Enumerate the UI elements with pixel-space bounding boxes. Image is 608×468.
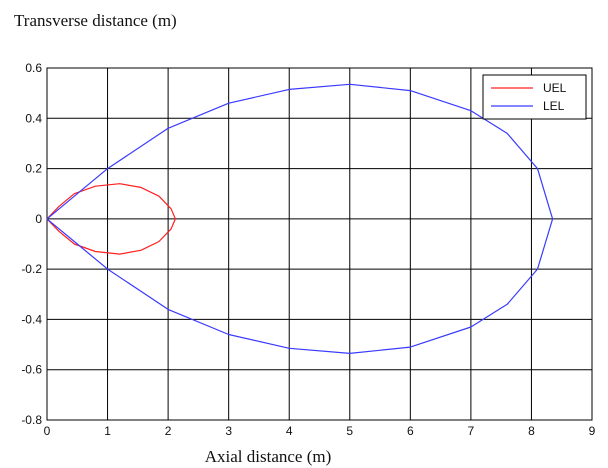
x-tick-label: 4 — [286, 424, 293, 438]
x-tick-label: 9 — [589, 424, 596, 438]
y-tick-label: 0.4 — [25, 111, 42, 125]
x-tick-label: 3 — [225, 424, 232, 438]
legend-box — [482, 74, 587, 120]
y-tick-label: -0.8 — [21, 413, 42, 427]
x-axis-ticks: 0 1 2 3 4 5 6 7 8 9 — [44, 424, 596, 438]
x-tick-label: 5 — [346, 424, 353, 438]
series-line-uel — [46, 183, 176, 255]
y-axis-label: Transverse distance (m) — [14, 11, 177, 30]
legend: UEL LEL — [482, 74, 587, 120]
x-tick-label: 0 — [44, 424, 51, 438]
y-tick-label: 0.2 — [25, 162, 42, 176]
y-tick-label: -0.2 — [21, 262, 42, 276]
y-tick-label: -0.4 — [21, 312, 42, 326]
y-axis-ticks: 0.6 0.4 0.2 0 -0.2 -0.4 -0.6 -0.8 — [21, 61, 42, 427]
legend-label: UEL — [543, 81, 567, 95]
y-tick-label: 0 — [35, 212, 42, 226]
plot-frame — [46, 67, 593, 421]
series-group — [46, 83, 554, 354]
x-tick-label: 8 — [528, 424, 535, 438]
series-line-lel — [46, 83, 554, 354]
x-tick-label: 6 — [407, 424, 414, 438]
legend-label: LEL — [543, 99, 565, 113]
x-tick-label: 7 — [468, 424, 475, 438]
grid — [46, 67, 593, 421]
x-axis-label: Axial distance (m) — [205, 447, 332, 466]
x-tick-label: 1 — [104, 424, 111, 438]
y-tick-label: 0.6 — [25, 61, 42, 75]
x-tick-label: 2 — [165, 424, 172, 438]
y-tick-label: -0.6 — [21, 363, 42, 377]
